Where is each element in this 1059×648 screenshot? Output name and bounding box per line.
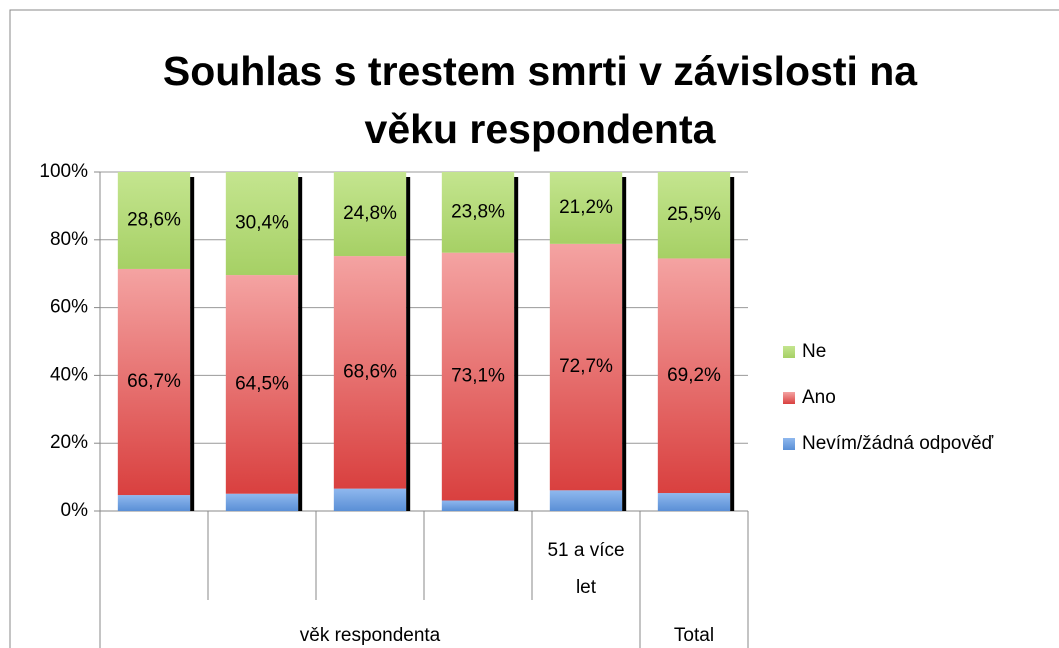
bar-shadow bbox=[190, 177, 195, 511]
bar-shadow bbox=[514, 177, 519, 511]
legend-swatch bbox=[783, 392, 795, 404]
bar-segment bbox=[441, 500, 515, 511]
bar-segment bbox=[549, 243, 623, 491]
bar-shadow bbox=[730, 177, 735, 511]
bar-shadow bbox=[298, 177, 303, 511]
bar-segment bbox=[549, 172, 623, 244]
bar-segment bbox=[657, 258, 731, 494]
data-label: 68,6% bbox=[343, 361, 397, 382]
group-label: Total bbox=[674, 625, 714, 646]
legend-label: Nevím/žádná odpověď bbox=[802, 433, 994, 454]
y-tick-label: 60% bbox=[50, 297, 88, 318]
data-label: 23,8% bbox=[451, 201, 505, 222]
bar-segment bbox=[333, 488, 407, 511]
x-tick-label: 51 a více let bbox=[547, 540, 624, 598]
bar-segment bbox=[225, 493, 299, 511]
bar-segment bbox=[441, 252, 515, 501]
bar-segment bbox=[225, 275, 299, 494]
bar-segment bbox=[441, 172, 515, 253]
bar-segment bbox=[549, 490, 623, 511]
bar-shadow bbox=[406, 177, 411, 511]
data-label: 24,8% bbox=[343, 203, 397, 224]
data-label: 69,2% bbox=[667, 365, 721, 386]
chart-title: Souhlas s trestem smrti v závislosti na … bbox=[162, 48, 918, 152]
bar-segment bbox=[333, 172, 407, 257]
bar-segment bbox=[225, 172, 299, 276]
data-label: 28,6% bbox=[127, 209, 181, 230]
y-tick-label: 0% bbox=[61, 500, 89, 521]
data-label: 73,1% bbox=[451, 366, 505, 387]
data-label: 64,5% bbox=[235, 373, 289, 394]
bar-segment bbox=[117, 268, 191, 496]
legend-swatch bbox=[783, 346, 795, 358]
bar-segment bbox=[117, 172, 191, 269]
bar-segment bbox=[117, 495, 191, 511]
y-tick-label: 40% bbox=[50, 364, 88, 385]
data-label: 30,4% bbox=[235, 213, 289, 234]
legend-label: Ne bbox=[802, 341, 826, 362]
data-label: 72,7% bbox=[559, 356, 613, 377]
legend-label: Ano bbox=[802, 387, 836, 408]
y-tick-label: 80% bbox=[50, 229, 88, 250]
data-label: 25,5% bbox=[667, 204, 721, 225]
bar-segment bbox=[657, 172, 731, 259]
y-tick-label: 100% bbox=[39, 161, 88, 182]
bar-shadow bbox=[622, 177, 627, 511]
bar-segment bbox=[333, 256, 407, 489]
group-label: věk respondenta bbox=[300, 625, 441, 646]
bar-segment bbox=[657, 493, 731, 511]
chart-border bbox=[9, 9, 1059, 648]
data-label: 66,7% bbox=[127, 371, 181, 392]
data-label: 21,2% bbox=[559, 197, 613, 218]
y-tick-label: 20% bbox=[50, 432, 88, 453]
legend-swatch bbox=[783, 438, 795, 450]
